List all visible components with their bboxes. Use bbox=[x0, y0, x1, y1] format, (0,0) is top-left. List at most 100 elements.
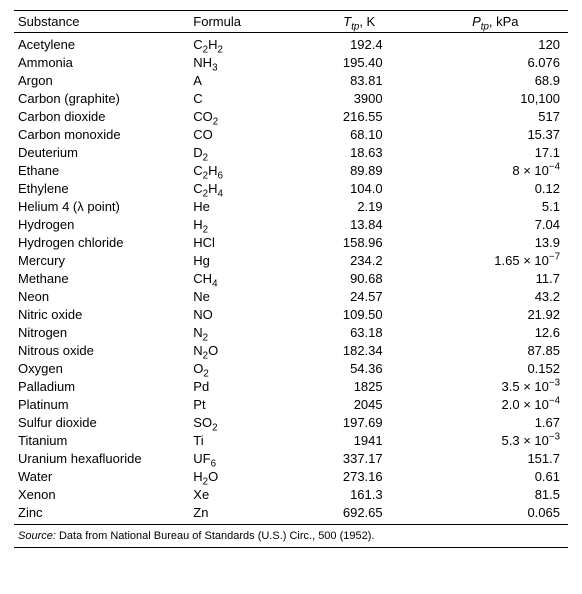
cell-formula: Hg bbox=[189, 252, 296, 270]
cell-formula: He bbox=[189, 198, 296, 216]
cell-formula: C bbox=[189, 90, 296, 108]
table-row: NeonNe24.5743.2 bbox=[14, 288, 568, 306]
cell-ttp: 18.63 bbox=[296, 144, 423, 162]
cell-formula: O2 bbox=[189, 360, 296, 378]
cell-substance: Ethylene bbox=[14, 180, 189, 198]
cell-ttp: 161.3 bbox=[296, 486, 423, 504]
cell-ptp: 87.85 bbox=[423, 342, 568, 360]
cell-substance: Zinc bbox=[14, 504, 189, 525]
cell-substance: Oxygen bbox=[14, 360, 189, 378]
cell-ptp: 3.5 × 10−3 bbox=[423, 378, 568, 396]
cell-substance: Nitric oxide bbox=[14, 306, 189, 324]
cell-ptp: 517 bbox=[423, 108, 568, 126]
table-row: Nitric oxideNO109.5021.92 bbox=[14, 306, 568, 324]
cell-ttp: 216.55 bbox=[296, 108, 423, 126]
cell-ttp: 68.10 bbox=[296, 126, 423, 144]
cell-formula: UF6 bbox=[189, 450, 296, 468]
cell-ttp: 182.34 bbox=[296, 342, 423, 360]
cell-ttp: 54.36 bbox=[296, 360, 423, 378]
cell-substance: Argon bbox=[14, 72, 189, 90]
triple-point-table: Substance Formula Ttp, K Ptp, kPa Acetyl… bbox=[14, 10, 568, 525]
cell-ptp: 15.37 bbox=[423, 126, 568, 144]
cell-ptp: 0.152 bbox=[423, 360, 568, 378]
table-row: Nitrous oxideN2O182.3487.85 bbox=[14, 342, 568, 360]
cell-ttp: 273.16 bbox=[296, 468, 423, 486]
cell-ttp: 197.69 bbox=[296, 414, 423, 432]
cell-substance: Titanium bbox=[14, 432, 189, 450]
cell-substance: Ammonia bbox=[14, 54, 189, 72]
cell-ttp: 192.4 bbox=[296, 33, 423, 54]
table-row: NitrogenN263.1812.6 bbox=[14, 324, 568, 342]
cell-substance: Acetylene bbox=[14, 33, 189, 54]
cell-formula: C2H4 bbox=[189, 180, 296, 198]
table-row: EthyleneC2H4104.00.12 bbox=[14, 180, 568, 198]
table-row: EthaneC2H689.898 × 10−4 bbox=[14, 162, 568, 180]
cell-substance: Carbon monoxide bbox=[14, 126, 189, 144]
cell-formula: D2 bbox=[189, 144, 296, 162]
cell-ttp: 158.96 bbox=[296, 234, 423, 252]
cell-ptp: 81.5 bbox=[423, 486, 568, 504]
cell-ptp: 10,100 bbox=[423, 90, 568, 108]
cell-formula: C2H2 bbox=[189, 33, 296, 54]
cell-ptp: 1.65 × 10−7 bbox=[423, 252, 568, 270]
cell-ttp: 104.0 bbox=[296, 180, 423, 198]
table-row: Carbon (graphite)C390010,100 bbox=[14, 90, 568, 108]
table-row: WaterH2O273.160.61 bbox=[14, 468, 568, 486]
cell-formula: Pd bbox=[189, 378, 296, 396]
cell-ptp: 120 bbox=[423, 33, 568, 54]
cell-ptp: 17.1 bbox=[423, 144, 568, 162]
cell-substance: Water bbox=[14, 468, 189, 486]
col-header-formula: Formula bbox=[189, 11, 296, 33]
cell-ptp: 5.1 bbox=[423, 198, 568, 216]
cell-formula: N2 bbox=[189, 324, 296, 342]
cell-ptp: 2.0 × 10−4 bbox=[423, 396, 568, 414]
cell-formula: NO bbox=[189, 306, 296, 324]
cell-formula: N2O bbox=[189, 342, 296, 360]
cell-substance: Carbon dioxide bbox=[14, 108, 189, 126]
cell-substance: Uranium hexafluoride bbox=[14, 450, 189, 468]
cell-formula: Xe bbox=[189, 486, 296, 504]
cell-ttp: 1825 bbox=[296, 378, 423, 396]
table-row: Hydrogen chlorideHCl158.9613.9 bbox=[14, 234, 568, 252]
cell-ttp: 2045 bbox=[296, 396, 423, 414]
cell-ptp: 151.7 bbox=[423, 450, 568, 468]
cell-substance: Hydrogen chloride bbox=[14, 234, 189, 252]
cell-substance: Xenon bbox=[14, 486, 189, 504]
cell-ptp: 0.12 bbox=[423, 180, 568, 198]
cell-substance: Nitrous oxide bbox=[14, 342, 189, 360]
cell-ttp: 63.18 bbox=[296, 324, 423, 342]
cell-ttp: 24.57 bbox=[296, 288, 423, 306]
table-row: Carbon dioxideCO2216.55517 bbox=[14, 108, 568, 126]
table-body: AcetyleneC2H2192.4120AmmoniaNH3195.406.0… bbox=[14, 33, 568, 525]
table-row: AcetyleneC2H2192.4120 bbox=[14, 33, 568, 54]
cell-ptp: 43.2 bbox=[423, 288, 568, 306]
cell-substance: Ethane bbox=[14, 162, 189, 180]
cell-formula: H2 bbox=[189, 216, 296, 234]
cell-formula: A bbox=[189, 72, 296, 90]
table-row: HydrogenH213.847.04 bbox=[14, 216, 568, 234]
cell-ptp: 1.67 bbox=[423, 414, 568, 432]
col-header-ptp: Ptp, kPa bbox=[423, 11, 568, 33]
cell-formula: CO bbox=[189, 126, 296, 144]
cell-ptp: 5.3 × 10−3 bbox=[423, 432, 568, 450]
cell-ttp: 89.89 bbox=[296, 162, 423, 180]
cell-substance: Hydrogen bbox=[14, 216, 189, 234]
cell-ptp: 21.92 bbox=[423, 306, 568, 324]
table-row: AmmoniaNH3195.406.076 bbox=[14, 54, 568, 72]
col-header-substance: Substance bbox=[14, 11, 189, 33]
cell-formula: NH3 bbox=[189, 54, 296, 72]
cell-ttp: 2.19 bbox=[296, 198, 423, 216]
cell-substance: Helium 4 (λ point) bbox=[14, 198, 189, 216]
cell-ttp: 195.40 bbox=[296, 54, 423, 72]
cell-substance: Sulfur dioxide bbox=[14, 414, 189, 432]
table-row: Uranium hexafluorideUF6337.17151.7 bbox=[14, 450, 568, 468]
table-row: PlatinumPt20452.0 × 10−4 bbox=[14, 396, 568, 414]
cell-formula: CO2 bbox=[189, 108, 296, 126]
table-row: ArgonA83.8168.9 bbox=[14, 72, 568, 90]
cell-formula: H2O bbox=[189, 468, 296, 486]
table-header-row: Substance Formula Ttp, K Ptp, kPa bbox=[14, 11, 568, 33]
cell-substance: Carbon (graphite) bbox=[14, 90, 189, 108]
cell-formula: SO2 bbox=[189, 414, 296, 432]
cell-formula: C2H6 bbox=[189, 162, 296, 180]
table-row: Carbon monoxideCO68.1015.37 bbox=[14, 126, 568, 144]
